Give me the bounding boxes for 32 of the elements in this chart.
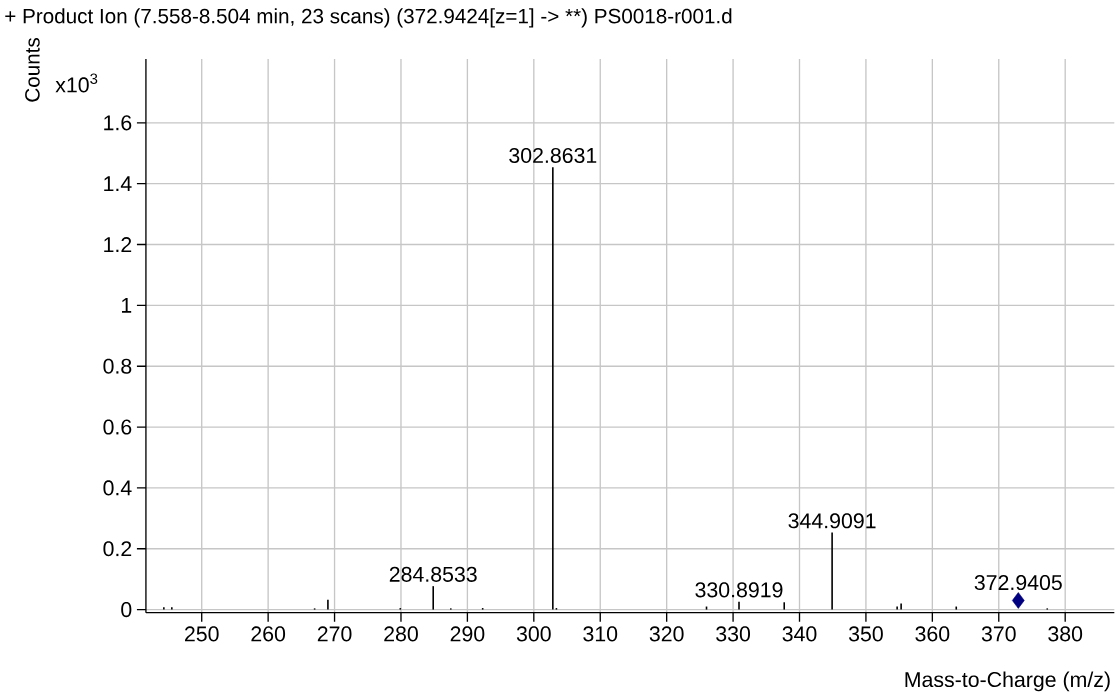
x-tick-label: 270 bbox=[317, 626, 352, 642]
x-tick-label: 350 bbox=[848, 626, 883, 642]
y-tick-label: 1.2 bbox=[104, 237, 132, 253]
y-tick-label: 0.4 bbox=[103, 480, 132, 496]
chart-title: + Product Ion (7.558-8.504 min, 23 scans) (372.9424[z=1] -> **) PS0018-r001.d bbox=[5, 8, 732, 28]
x-tick-label: 260 bbox=[251, 626, 286, 642]
y-tick-label: 1.4 bbox=[104, 176, 132, 192]
y-tick-label: 1 bbox=[121, 298, 132, 313]
y-tick-label: 0.8 bbox=[103, 358, 132, 374]
x-tick-label: 340 bbox=[782, 626, 817, 642]
x-tick-label: 330 bbox=[716, 626, 751, 642]
annotation: 330.8919 bbox=[695, 582, 783, 598]
y-tick-label: 0.2 bbox=[103, 541, 132, 557]
x-tick-label: 290 bbox=[450, 626, 485, 642]
y-tick-label: 0 bbox=[121, 602, 132, 618]
x-tick-label: 280 bbox=[384, 626, 418, 642]
annotation: 372.9405 bbox=[974, 575, 1062, 591]
x-tick-label: 300 bbox=[516, 626, 551, 642]
x-tick-label: 370 bbox=[981, 626, 1016, 642]
x-axis-title: Mass-to-Charge (m/z) bbox=[905, 671, 1110, 692]
x-tick-label: 360 bbox=[915, 626, 950, 642]
annotation: 284.8533 bbox=[389, 567, 477, 583]
annotation: 344.9091 bbox=[788, 513, 876, 529]
y-axis-title: Counts bbox=[25, 38, 40, 102]
y-tick-label: 0.6 bbox=[103, 419, 132, 435]
x-tick-label: 250 bbox=[185, 626, 219, 642]
x-tick-label: 320 bbox=[649, 626, 684, 642]
y-tick-label: 1.6 bbox=[104, 115, 132, 131]
x-tick-label: 310 bbox=[583, 626, 618, 642]
text: x10$^{3}$ bbox=[55, 73, 98, 93]
annotation: 302.8631 bbox=[509, 148, 597, 164]
x-tick-label: 380 bbox=[1048, 626, 1083, 642]
